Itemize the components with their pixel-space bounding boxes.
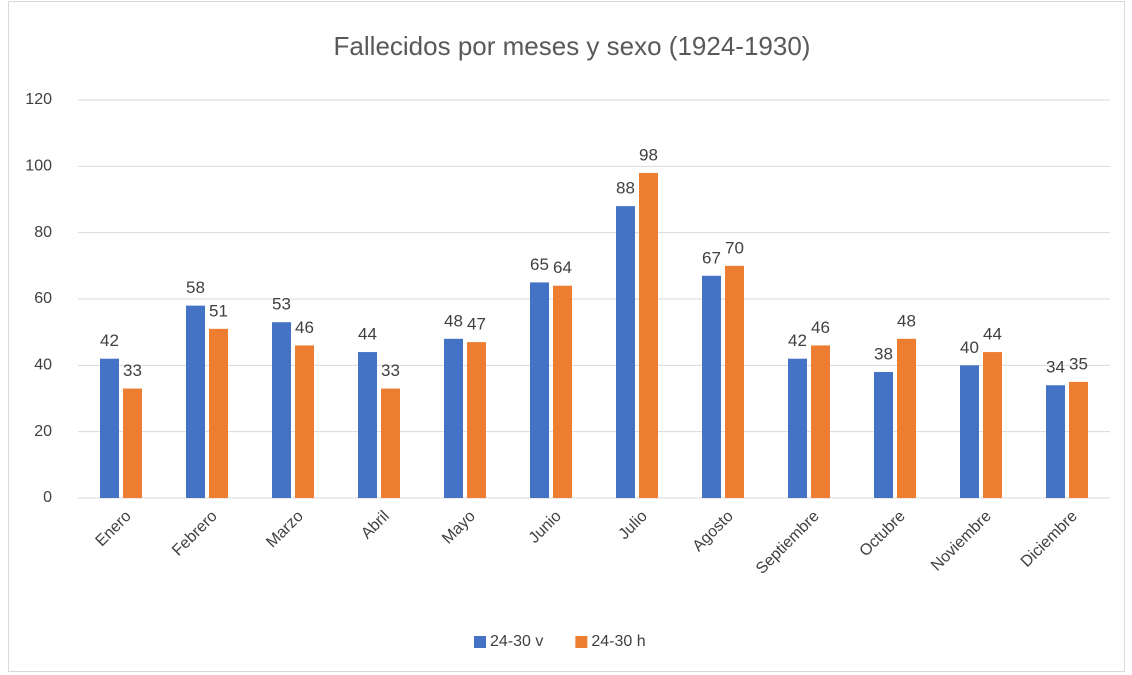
bar xyxy=(639,172,658,498)
bar xyxy=(295,345,314,498)
data-label: 88 xyxy=(616,179,635,198)
bar xyxy=(1046,385,1065,498)
bar xyxy=(702,275,721,498)
bar xyxy=(960,365,979,498)
bar xyxy=(186,305,205,498)
data-label: 38 xyxy=(874,344,893,363)
data-label: 67 xyxy=(702,248,721,267)
bar xyxy=(983,352,1002,498)
bar xyxy=(874,371,893,498)
data-label: 70 xyxy=(725,238,744,257)
data-label: 42 xyxy=(100,331,119,350)
data-label: 48 xyxy=(897,311,916,330)
y-tick-label: 80 xyxy=(34,224,52,241)
data-label: 33 xyxy=(381,361,400,380)
data-label: 42 xyxy=(788,331,807,350)
data-label: 58 xyxy=(186,278,205,297)
data-label: 33 xyxy=(123,361,142,380)
data-label: 44 xyxy=(358,325,377,344)
legend-label: 24-30 h xyxy=(591,633,645,650)
bar xyxy=(444,338,463,498)
bar xyxy=(467,342,486,498)
data-label: 65 xyxy=(530,255,549,274)
data-label: 46 xyxy=(295,318,314,337)
data-label: 46 xyxy=(811,318,830,337)
bar xyxy=(209,328,228,498)
data-label: 98 xyxy=(639,145,658,164)
bar xyxy=(811,345,830,498)
bar xyxy=(530,282,549,498)
data-label: 47 xyxy=(467,315,486,334)
data-label: 40 xyxy=(960,338,979,357)
bar xyxy=(1069,381,1088,498)
bar xyxy=(123,388,142,498)
bar xyxy=(553,285,572,498)
bar xyxy=(897,338,916,498)
y-tick-label: 60 xyxy=(34,290,52,307)
data-label: 35 xyxy=(1069,354,1088,373)
y-tick-label: 100 xyxy=(25,158,52,175)
bar xyxy=(358,352,377,498)
bar xyxy=(788,358,807,498)
y-tick-label: 0 xyxy=(43,489,52,506)
legend-swatch xyxy=(575,636,588,648)
bar xyxy=(381,388,400,498)
data-label: 48 xyxy=(444,311,463,330)
bar xyxy=(725,265,744,498)
chart-title: Fallecidos por meses y sexo (1924-1930) xyxy=(334,31,811,61)
y-tick-label: 40 xyxy=(34,357,52,374)
data-label: 44 xyxy=(983,325,1002,344)
legend-swatch xyxy=(474,636,486,648)
y-tick-label: 20 xyxy=(34,423,52,440)
bar xyxy=(100,358,119,498)
y-tick-label: 120 xyxy=(25,91,52,108)
data-label: 64 xyxy=(553,258,572,277)
bar xyxy=(272,322,291,498)
data-label: 51 xyxy=(209,301,228,320)
bar xyxy=(616,206,635,498)
data-label: 53 xyxy=(272,295,291,314)
legend-label: 24-30 v xyxy=(490,633,543,650)
data-label: 34 xyxy=(1046,358,1065,377)
